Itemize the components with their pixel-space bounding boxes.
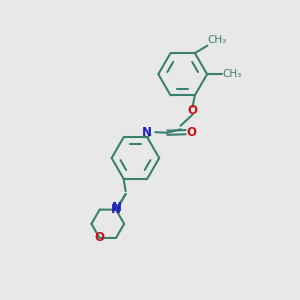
Text: CH₃: CH₃ <box>223 69 242 79</box>
Text: O: O <box>187 126 197 139</box>
Text: O: O <box>188 104 197 117</box>
Text: N: N <box>111 203 121 216</box>
Text: N: N <box>112 201 122 214</box>
Text: CH₃: CH₃ <box>208 35 227 45</box>
Text: N: N <box>142 126 152 139</box>
Text: O: O <box>94 231 105 244</box>
Text: H: H <box>143 127 151 137</box>
